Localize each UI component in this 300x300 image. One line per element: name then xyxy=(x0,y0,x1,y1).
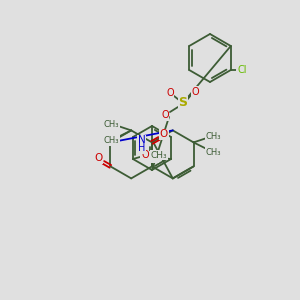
Text: CH₃: CH₃ xyxy=(103,136,119,145)
Text: N: N xyxy=(138,135,146,146)
Text: O: O xyxy=(161,110,169,120)
Text: S: S xyxy=(178,97,188,110)
Text: CH₃: CH₃ xyxy=(151,151,167,160)
Text: O: O xyxy=(191,87,199,97)
Text: CH₃: CH₃ xyxy=(103,120,119,129)
Text: Cl: Cl xyxy=(149,152,159,162)
Text: Cl: Cl xyxy=(237,65,247,75)
Text: O: O xyxy=(166,88,174,98)
Text: CH₃: CH₃ xyxy=(206,148,221,157)
Text: O: O xyxy=(141,150,149,160)
Text: O: O xyxy=(94,153,103,164)
Text: H: H xyxy=(138,143,145,153)
Text: CH₃: CH₃ xyxy=(206,132,221,141)
Text: O: O xyxy=(160,129,168,140)
